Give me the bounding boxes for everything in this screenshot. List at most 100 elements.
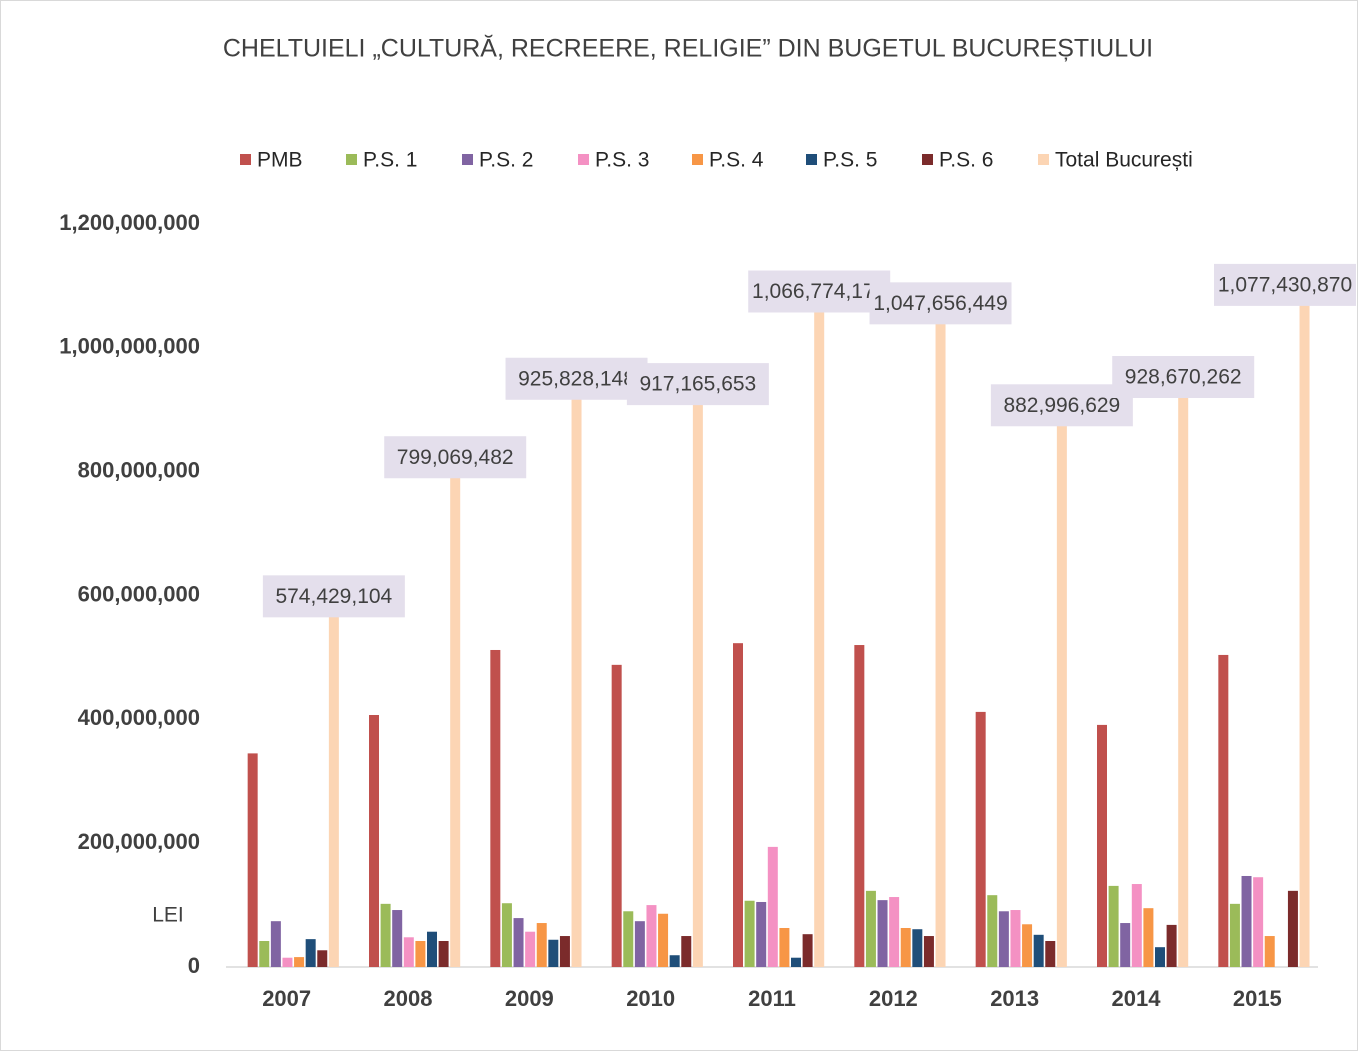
bar [392,910,403,967]
bar [1253,877,1264,967]
bar [427,931,437,967]
data-label: 1,077,430,870 [1218,273,1352,296]
bar [1241,875,1252,967]
bar [559,936,570,967]
bar [548,939,559,967]
bar [1010,910,1021,967]
bar [634,921,645,967]
x-tick-label: 2014 [1112,986,1162,1011]
bar [1287,890,1298,967]
bar [369,714,379,967]
bar [877,900,888,967]
bar [305,939,316,967]
legend-swatch [462,154,473,165]
data-label: 925,828,148 [518,367,635,390]
x-tick-label: 2009 [505,986,554,1011]
bar [450,472,461,967]
bar [1033,934,1044,967]
x-tick-label: 2015 [1233,986,1282,1011]
data-label-box [1112,355,1255,398]
bar [756,901,767,967]
y-tick-label: 400,000,000 [78,705,200,730]
bar [247,753,258,967]
data-label-box [505,357,648,400]
data-label: 1,047,656,449 [873,292,1007,315]
y-tick-label: 1,200,000,000 [59,210,200,235]
legend-swatch [1038,154,1049,165]
bar [1143,908,1154,967]
data-label-box [869,282,1012,325]
bar [900,927,911,967]
bar [1229,903,1240,967]
bar [802,934,813,967]
chart-title: CHELTUIELI „CULTURĂ, RECREERE, RELIGIE” … [223,34,1153,63]
bar [1022,924,1033,967]
bar [259,940,270,967]
bar [791,957,801,967]
legend-label: PMB [257,149,303,172]
bar [987,895,998,967]
bar [536,923,547,967]
bar [294,957,305,967]
legend-swatch [922,154,933,165]
bar [1131,884,1142,967]
bar [767,846,778,967]
bar [438,940,449,967]
bar [501,903,512,967]
data-label-box [990,384,1133,427]
legend-swatch [346,154,357,165]
x-tick-label: 2011 [748,986,796,1011]
bar [923,936,934,967]
y-tick-label: 0 [188,953,200,978]
x-tick-label: 2007 [262,986,311,1011]
data-label: 799,069,482 [397,446,514,469]
bar [865,890,876,967]
data-label: 917,165,653 [639,373,756,396]
bar [744,900,755,967]
y-tick-label: 600,000,000 [78,581,200,606]
bar [998,911,1009,967]
y-axis-label: LEI [152,904,184,927]
legend-label: Total București [1055,149,1193,172]
bar [681,936,692,967]
bar [779,927,790,967]
bar [1166,924,1177,967]
bar [1178,391,1189,968]
x-tick-label: 2013 [990,986,1039,1011]
legend-label: P.S. 4 [709,149,764,172]
bar [814,306,825,967]
data-label-box [626,363,769,406]
bar [658,913,669,967]
legend-swatch [692,154,703,165]
x-tick-label: 2012 [869,986,918,1011]
bar [571,393,582,967]
y-tick-label: 800,000,000 [78,457,200,482]
bar [317,950,328,967]
data-label: 928,670,262 [1125,366,1242,389]
x-tick-label: 2010 [626,986,675,1011]
bar [646,905,657,967]
legend-swatch [578,154,589,165]
bar [1056,420,1067,967]
bar [1097,724,1107,967]
bar [669,955,680,967]
bar [1264,936,1275,967]
y-tick-label: 1,000,000,000 [59,334,200,359]
data-label: 882,996,629 [1003,394,1120,417]
bar [270,921,281,967]
bar [692,399,703,968]
data-label-box [262,575,405,618]
data-label-box [748,270,891,313]
bar [490,649,501,967]
bar [733,643,743,967]
bar [889,897,900,967]
data-label: 1,066,774,177 [752,280,886,303]
bar [1155,947,1165,967]
legend-label: P.S. 1 [363,149,418,172]
bar [1299,299,1310,967]
bar [415,940,426,967]
legend-swatch [806,154,817,165]
bar [1108,885,1119,967]
